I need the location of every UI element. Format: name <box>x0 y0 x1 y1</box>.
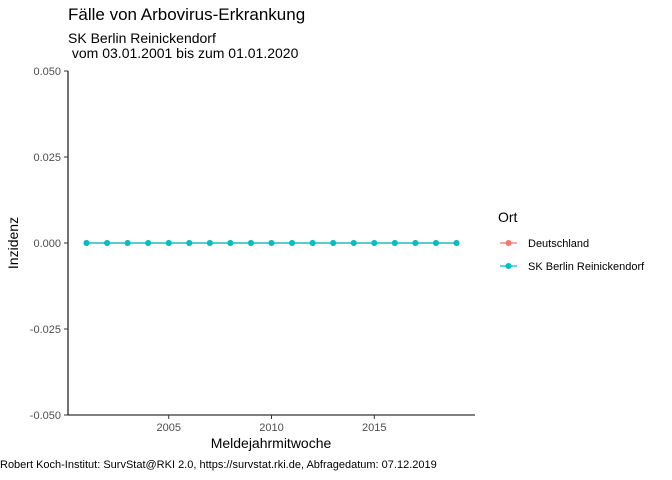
y-tick-label: -0.025 <box>30 324 61 336</box>
x-tick-label: 2005 <box>156 422 180 434</box>
data-point-1 <box>350 240 357 246</box>
legend: Ort Deutschland SK Berlin Reinickendorf <box>498 209 645 273</box>
data-point-1 <box>371 240 378 246</box>
data-point-1 <box>145 240 152 246</box>
x-tick-label: 2015 <box>362 422 386 434</box>
data-point-1 <box>186 240 193 246</box>
data-point-1 <box>227 240 234 246</box>
data-point-1 <box>309 240 316 246</box>
data-point-1 <box>268 240 275 246</box>
data-point-1 <box>83 240 90 246</box>
legend-label: Deutschland <box>528 238 589 250</box>
series-layer <box>83 240 460 246</box>
y-axis: -0.050 -0.025 0.000 0.025 0.050 <box>30 66 69 422</box>
x-axis-title: Meldejahrmitwoche <box>211 435 332 451</box>
legend-title: Ort <box>498 209 518 225</box>
data-point-1 <box>289 240 296 246</box>
y-axis-title: Inzidenz <box>5 217 21 269</box>
chart-subtitle: SK Berlin Reinickendorf vom 03.01.2001 b… <box>68 30 299 61</box>
chart-caption: Robert Koch-Institut: SurvStat@RKI 2.0, … <box>0 459 437 471</box>
legend-key-point <box>505 263 512 269</box>
x-tick-label: 2010 <box>259 422 283 434</box>
data-point-1 <box>165 240 172 246</box>
y-tick-label: 0.025 <box>33 152 61 164</box>
chart-title: Fälle von Arbovirus-Erkrankung <box>68 5 306 24</box>
legend-key-point <box>505 240 512 246</box>
data-point-1 <box>124 240 131 246</box>
data-point-1 <box>412 240 419 246</box>
y-tick-label: 0.000 <box>33 238 61 250</box>
data-point-1 <box>432 240 439 246</box>
data-point-1 <box>247 240 254 246</box>
x-axis: 2005 2010 2015 <box>68 414 475 434</box>
y-tick-label: 0.050 <box>33 66 61 78</box>
data-point-1 <box>330 240 337 246</box>
data-point-1 <box>453 240 460 246</box>
data-point-1 <box>391 240 398 246</box>
y-tick-label: -0.050 <box>30 410 61 422</box>
data-point-1 <box>104 240 111 246</box>
legend-label: SK Berlin Reinickendorf <box>528 261 645 273</box>
data-point-1 <box>206 240 213 246</box>
